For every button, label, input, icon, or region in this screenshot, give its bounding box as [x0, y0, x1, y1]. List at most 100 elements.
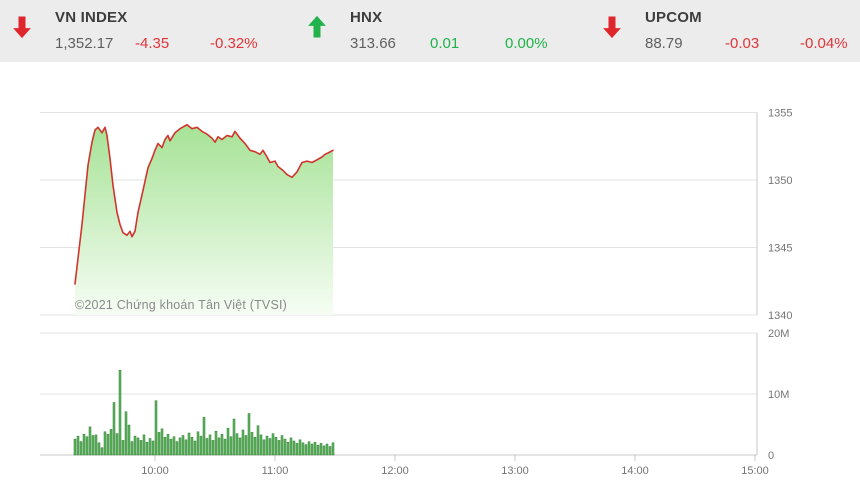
- index-value: 1,352.17: [55, 35, 114, 52]
- volume-bar: [76, 435, 80, 456]
- time-axis-label: 12:00: [381, 465, 409, 477]
- copyright-watermark: ©2021 Chứng khoán Tân Việt (TVSI): [75, 298, 288, 312]
- volume-bar: [145, 441, 149, 456]
- volume-bar: [136, 437, 140, 456]
- volume-bar: [310, 443, 314, 456]
- volume-bar: [256, 425, 260, 456]
- volume-bar: [166, 434, 170, 456]
- volume-bar: [154, 400, 158, 456]
- time-axis-label: 14:00: [621, 465, 649, 477]
- volume-bar: [328, 446, 332, 456]
- volume-bar: [316, 444, 320, 456]
- intraday-chart-panel[interactable]: 1340 1345 1350 1355 0 10M 20M 10:00 11:00 12:00 13…: [0, 62, 860, 488]
- volume-bar: [118, 369, 122, 456]
- volume-bar: [268, 438, 272, 456]
- volume-bar: [175, 441, 179, 456]
- volume-bar: [331, 442, 335, 456]
- volume-bar: [79, 441, 83, 456]
- down-arrow-icon: [598, 13, 628, 43]
- volume-bar: [178, 437, 182, 456]
- volume-bar: [247, 413, 251, 456]
- volume-bar: [187, 432, 191, 456]
- volume-bar: [73, 438, 77, 456]
- time-axis-label: 10:00: [141, 465, 169, 477]
- volume-bar: [121, 440, 125, 456]
- volume-bar: [193, 440, 197, 456]
- volume-bar: [202, 416, 206, 456]
- volume-bar: [97, 442, 101, 456]
- down-arrow-icon: [8, 13, 38, 43]
- volume-bar: [115, 433, 119, 456]
- volume-bar: [220, 434, 224, 456]
- volume-bar: [130, 441, 134, 456]
- index-name: VN INDEX: [55, 9, 128, 26]
- index-change: -4.35: [135, 35, 170, 52]
- volume-bar: [325, 443, 329, 456]
- volume-bar: [259, 434, 263, 456]
- volume-bar: [286, 441, 290, 456]
- volume-bar: [208, 434, 212, 456]
- volume-axis-label: 20M: [768, 328, 789, 340]
- volume-bar: [142, 434, 146, 456]
- time-axis-label: 13:00: [501, 465, 529, 477]
- volume-bar: [217, 437, 221, 456]
- volume-bar: [235, 433, 239, 456]
- volume-bar: [262, 439, 266, 456]
- up-arrow-icon: [303, 13, 333, 43]
- volume-bar: [295, 443, 299, 456]
- volume-axis-label: 0: [768, 450, 774, 462]
- volume-bar: [307, 441, 311, 456]
- index-value: 313.66: [350, 35, 396, 52]
- volume-bar: [271, 433, 275, 456]
- index-change: -0.03: [725, 35, 760, 52]
- index-change-pct: -0.32%: [210, 35, 258, 52]
- volume-bar: [127, 424, 131, 456]
- volume-bar: [241, 429, 245, 456]
- volume-bar: [304, 444, 308, 456]
- volume-bar: [103, 431, 107, 456]
- time-axis-label: 15:00: [741, 465, 769, 477]
- index-name: UPCOM: [645, 9, 702, 26]
- price-axis-label: 1355: [768, 108, 792, 120]
- volume-bar: [190, 437, 194, 456]
- volume-bar: [91, 435, 95, 456]
- volume-bar: [283, 438, 287, 456]
- volume-bar: [253, 437, 257, 456]
- volume-bar: [322, 445, 326, 456]
- volume-bar: [172, 436, 176, 456]
- volume-bar: [244, 435, 248, 456]
- volume-bar: [88, 426, 92, 456]
- volume-bar: [157, 432, 161, 456]
- volume-bar: [109, 429, 113, 456]
- volume-bar: [223, 438, 227, 456]
- volume-bar: [85, 436, 89, 456]
- volume-bar: [199, 435, 203, 456]
- ticker-hnx[interactable]: HNX 313.66 0.01 0.00%: [303, 7, 548, 54]
- price-axis-label: 1345: [768, 243, 792, 255]
- price-line: [74, 123, 334, 285]
- ticker-upcom[interactable]: UPCOM 88.79 -0.03 -0.04%: [598, 7, 848, 54]
- volume-bar: [151, 440, 155, 456]
- volume-bar: [277, 440, 281, 456]
- volume-bar: [106, 434, 110, 456]
- index-ticker-bar: VN INDEX 1,352.17 -4.35 -0.32% HNX 313.6…: [0, 0, 860, 62]
- volume-bar: [292, 440, 296, 456]
- volume-bar: [133, 435, 137, 456]
- volume-bar: [205, 438, 209, 456]
- price-area-fill: [75, 124, 333, 315]
- index-value: 88.79: [645, 35, 683, 52]
- volume-bar: [229, 436, 233, 456]
- volume-bars: [73, 369, 335, 456]
- volume-bar: [181, 435, 185, 456]
- volume-bar: [214, 430, 218, 456]
- volume-bar: [184, 439, 188, 456]
- ticker-vnindex[interactable]: VN INDEX 1,352.17 -4.35 -0.32%: [8, 7, 258, 54]
- index-change-pct: 0.00%: [505, 35, 548, 52]
- volume-bar: [265, 435, 269, 456]
- volume-bar: [250, 432, 254, 456]
- volume-bar: [319, 443, 323, 456]
- volume-bar: [211, 440, 215, 456]
- price-axis-label: 1340: [768, 310, 792, 322]
- index-change: 0.01: [430, 35, 460, 52]
- volume-bar: [124, 411, 128, 456]
